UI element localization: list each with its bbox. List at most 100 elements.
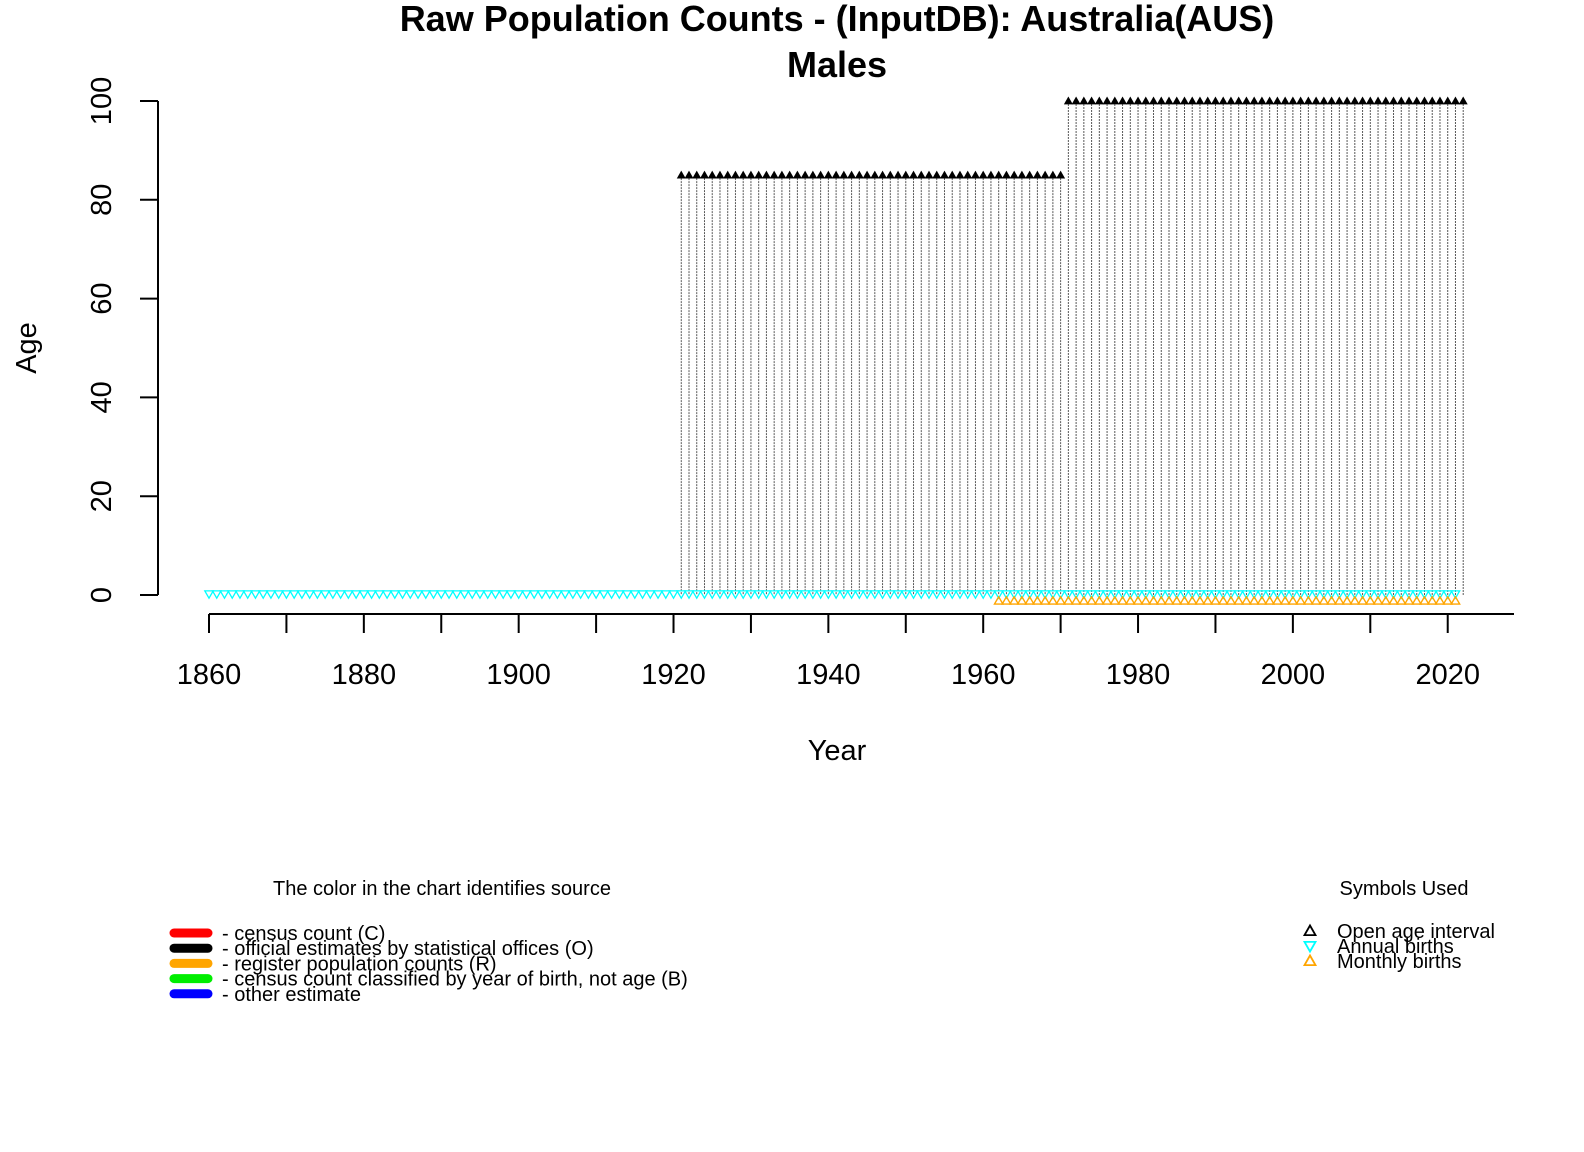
open-age-interval-point bbox=[1303, 96, 1313, 105]
annual-births-point bbox=[505, 590, 517, 600]
open-age-interval-point bbox=[699, 170, 709, 179]
open-age-interval-point bbox=[947, 170, 957, 179]
open-age-interval-point bbox=[1017, 170, 1027, 179]
annual-births-point bbox=[823, 590, 834, 600]
annual-births-point bbox=[296, 590, 308, 600]
annual-births-point bbox=[1334, 590, 1345, 600]
open-age-interval-point bbox=[1280, 96, 1290, 105]
annual-births-point bbox=[1217, 590, 1229, 600]
annual-births-point bbox=[1318, 590, 1330, 600]
monthly-births-point bbox=[1148, 595, 1159, 605]
x-tick-label: 1980 bbox=[1106, 659, 1171, 691]
annual-births-point bbox=[830, 590, 842, 600]
monthly-births-point bbox=[1380, 595, 1392, 605]
plot-area bbox=[203, 96, 1468, 605]
monthly-births-point bbox=[1357, 595, 1368, 605]
monthly-births-point bbox=[1442, 595, 1454, 605]
x-tick-label: 1860 bbox=[177, 659, 242, 691]
annual-births-point bbox=[846, 590, 857, 600]
open-age-interval-point bbox=[769, 170, 779, 179]
open-age-interval-point bbox=[986, 170, 996, 179]
open-age-interval-point bbox=[1458, 96, 1468, 105]
annual-births-point bbox=[877, 590, 888, 600]
monthly-births-point bbox=[1001, 595, 1012, 605]
monthly-births-point bbox=[1109, 595, 1121, 605]
triangle-up-icon bbox=[1302, 923, 1318, 937]
x-tick-label: 2000 bbox=[1261, 659, 1326, 691]
legend-source-label: - register population counts (R) bbox=[222, 953, 497, 975]
x-tick-label: 2020 bbox=[1415, 659, 1480, 691]
annual-births-point bbox=[559, 590, 571, 600]
open-age-interval-point bbox=[1427, 96, 1437, 105]
open-age-interval-point bbox=[1296, 96, 1306, 105]
monthly-births-point bbox=[1202, 595, 1214, 605]
legend-source-label: - official estimates by statistical offi… bbox=[222, 938, 594, 960]
annual-births-point bbox=[1140, 590, 1152, 600]
open-age-interval-point bbox=[1164, 96, 1174, 105]
annual-births-point bbox=[428, 590, 439, 600]
annual-births-point bbox=[451, 590, 463, 600]
annual-births-point bbox=[1349, 590, 1361, 600]
open-age-interval-point bbox=[1210, 96, 1220, 105]
annual-births-point bbox=[1148, 590, 1159, 600]
open-age-interval-point bbox=[847, 170, 857, 179]
annual-births-point bbox=[381, 590, 393, 600]
open-age-interval-point bbox=[1087, 96, 1097, 105]
monthly-births-point bbox=[1395, 595, 1407, 605]
annual-births-point bbox=[1055, 590, 1066, 600]
annual-births-point bbox=[1063, 590, 1074, 600]
open-age-interval-point bbox=[785, 170, 795, 179]
open-age-interval-point bbox=[1025, 170, 1035, 179]
annual-births-point bbox=[1372, 590, 1384, 600]
annual-births-point bbox=[908, 590, 919, 600]
annual-births-point bbox=[799, 590, 811, 600]
open-age-interval-point bbox=[1001, 170, 1011, 179]
annual-births-point bbox=[946, 590, 958, 600]
annual-births-point bbox=[412, 590, 424, 600]
monthly-births-point bbox=[1186, 595, 1198, 605]
annual-births-point bbox=[1380, 590, 1392, 600]
annual-births-point bbox=[714, 590, 726, 600]
open-age-interval-point bbox=[1435, 96, 1445, 105]
open-age-interval-point bbox=[1373, 96, 1383, 105]
annual-births-point bbox=[1395, 590, 1407, 600]
open-age-interval-point bbox=[1218, 96, 1228, 105]
open-age-interval-point bbox=[924, 170, 934, 179]
annual-births-point bbox=[1279, 590, 1291, 600]
open-age-interval-point bbox=[909, 170, 919, 179]
open-age-interval-point bbox=[932, 170, 942, 179]
annual-births-point bbox=[954, 590, 966, 600]
monthly-births-point bbox=[1372, 595, 1384, 605]
monthly-births-point bbox=[1179, 595, 1190, 605]
open-age-interval-point bbox=[1358, 96, 1368, 105]
open-age-interval-point bbox=[684, 170, 694, 179]
monthly-births-point bbox=[1008, 595, 1020, 605]
monthly-births-point bbox=[1093, 595, 1105, 605]
x-tick-label: 1920 bbox=[641, 659, 706, 691]
open-age-interval-point bbox=[963, 170, 973, 179]
annual-births-point bbox=[420, 590, 432, 600]
monthly-births-point bbox=[1194, 595, 1206, 605]
open-age-interval-point bbox=[1179, 96, 1189, 105]
triangle-down-icon bbox=[1302, 940, 1318, 954]
annual-births-point bbox=[737, 590, 749, 600]
chart-subtitle: Males bbox=[787, 44, 887, 85]
annual-births-point bbox=[1124, 590, 1136, 600]
annual-births-point bbox=[939, 590, 950, 600]
open-age-interval-point bbox=[1265, 96, 1275, 105]
annual-births-point bbox=[900, 590, 912, 600]
monthly-births-point bbox=[1241, 595, 1252, 605]
annual-births-point bbox=[1179, 590, 1190, 600]
annual-births-point bbox=[970, 590, 981, 600]
monthly-births-point bbox=[1302, 595, 1314, 605]
annual-births-point bbox=[637, 590, 648, 600]
annual-births-point bbox=[1388, 590, 1399, 600]
annual-births-point bbox=[652, 590, 664, 600]
y-tick-label: 0 bbox=[86, 587, 118, 603]
open-age-interval-point bbox=[746, 170, 756, 179]
annual-births-point bbox=[319, 590, 331, 600]
monthly-births-point bbox=[1256, 595, 1268, 605]
annual-births-point bbox=[1426, 590, 1438, 600]
y-tick-label: 100 bbox=[86, 77, 118, 125]
